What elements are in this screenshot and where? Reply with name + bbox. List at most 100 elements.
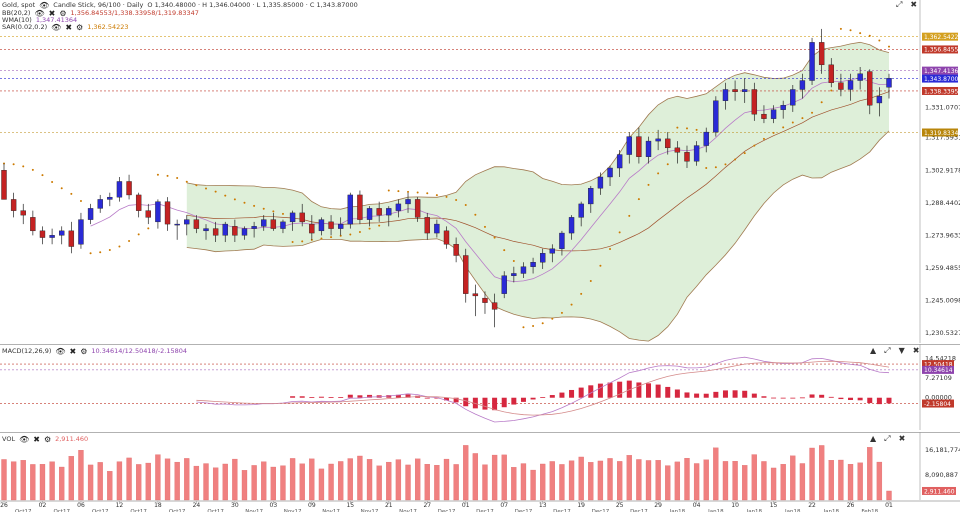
close-icon[interactable]: ✖ <box>910 0 918 9</box>
close-icon[interactable]: ✖ <box>65 22 73 32</box>
gear-icon[interactable]: ⚙ <box>76 22 84 32</box>
macd-hist-bar <box>799 397 805 399</box>
sar-dot <box>291 241 294 244</box>
candle-body <box>742 89 748 92</box>
candle-body <box>1 170 7 200</box>
sar-dot <box>820 101 823 104</box>
vol-legend: VOL 👁 ✖ ⚙ 2,911.460 <box>2 435 88 443</box>
volume-tick-label: 16,181,774 <box>925 446 960 454</box>
macd-hist-bar <box>597 383 603 398</box>
sar-dot <box>522 326 525 329</box>
macd-hist-bar <box>290 396 296 398</box>
volume-bar <box>674 461 681 501</box>
time-tick-label: 30 <box>231 502 239 509</box>
volume-tick-label: 8,090,887 <box>925 471 958 479</box>
candle-body <box>241 228 248 236</box>
candle-body <box>10 199 17 211</box>
macd-hist-bar <box>636 382 642 398</box>
eye-icon[interactable]: 👁 <box>55 346 66 356</box>
sar-dot <box>888 45 890 48</box>
expand-icon[interactable]: ⤢ <box>896 0 903 9</box>
time-tick-label: 18 <box>154 502 162 509</box>
macd-badge <box>922 399 954 408</box>
move-up-icon[interactable]: ▲ <box>870 346 877 355</box>
macd-hist-bar <box>838 397 844 400</box>
sar-dot <box>12 163 15 166</box>
candle-body <box>472 293 479 297</box>
volume-bar <box>39 464 46 501</box>
macd-hist-bar <box>722 390 728 398</box>
volume-bar <box>126 457 132 501</box>
close-icon[interactable]: ✖ <box>898 434 906 443</box>
expand-icon[interactable]: ⤢ <box>884 434 891 443</box>
volume-bar <box>222 463 228 501</box>
macd-hist-bar <box>703 393 709 398</box>
candle-body <box>280 221 286 229</box>
macd-hist-bar <box>338 397 344 398</box>
macd-hist-bar <box>444 397 449 401</box>
expand-icon[interactable]: ⤢ <box>884 346 891 355</box>
candle-body <box>463 255 469 294</box>
gear-icon[interactable]: ⚙ <box>59 8 67 18</box>
close-icon[interactable]: ✖ <box>48 8 56 18</box>
eye-icon[interactable]: 👁 <box>39 0 50 10</box>
sar-dot <box>407 190 410 193</box>
eye-icon[interactable]: 👁 <box>51 22 62 32</box>
sar-dot <box>637 198 640 201</box>
candle-body <box>78 219 84 245</box>
candle-body <box>155 201 161 223</box>
close-icon[interactable]: ✖ <box>912 346 920 355</box>
volume-bar <box>289 458 296 501</box>
volume-bar <box>299 463 305 501</box>
time-tick-label: 10 <box>731 502 739 509</box>
volume-bar <box>78 450 84 501</box>
sar-dot <box>474 213 477 216</box>
candle-body <box>261 219 267 227</box>
macd-badge <box>922 360 954 369</box>
sar-dot <box>628 214 631 217</box>
candle-body <box>799 80 806 90</box>
move-up-icon[interactable]: ▲ <box>870 434 877 443</box>
sar-dot <box>743 152 746 155</box>
volume-bar <box>376 465 382 501</box>
candle-body <box>684 152 690 162</box>
volume-bar <box>193 465 200 501</box>
volume-bar <box>49 461 55 501</box>
candle-body <box>578 203 584 218</box>
macd-hist-bar <box>328 397 334 398</box>
candle-body <box>299 212 305 223</box>
close-icon[interactable]: ✖ <box>69 346 77 356</box>
move-down-icon[interactable]: ▼ <box>898 346 905 355</box>
macd-hist-bar <box>655 384 661 398</box>
macd-legend: MACD(12,26,9) 👁 ✖ ⚙ 10.34614/12.50418/-2… <box>2 347 187 355</box>
eye-icon[interactable]: 👁 <box>19 434 30 444</box>
volume-bar <box>751 454 757 501</box>
macd-hist-bar <box>857 397 863 401</box>
macd-hist-bar <box>511 397 517 405</box>
volume-bar <box>819 445 825 501</box>
volume-bar <box>857 462 863 501</box>
candle-body <box>97 199 103 209</box>
gear-icon[interactable]: ⚙ <box>43 434 52 444</box>
volume-bar <box>116 461 123 501</box>
price-badge-label: 1,347.41364 <box>924 68 960 75</box>
close-icon[interactable]: ✖ <box>33 434 40 444</box>
time-tick-label: 01 <box>462 502 470 509</box>
volume-bar <box>386 461 392 501</box>
volume-bar <box>164 458 171 501</box>
sar-dot <box>301 240 304 243</box>
time-tick-label: 06 <box>77 502 85 509</box>
time-tick-label: 07 <box>500 502 508 509</box>
eye-icon[interactable]: 👁 <box>34 8 45 18</box>
candle-body <box>366 208 373 220</box>
volume-bar <box>713 447 719 501</box>
volume-bar <box>578 456 584 501</box>
candle-body <box>68 230 75 247</box>
candle-body <box>251 226 257 229</box>
gear-icon[interactable]: ⚙ <box>80 346 88 356</box>
vol-label: VOL <box>2 435 16 443</box>
volume-bar <box>761 461 767 501</box>
price-badge <box>922 74 958 83</box>
volume-bar <box>261 461 267 501</box>
